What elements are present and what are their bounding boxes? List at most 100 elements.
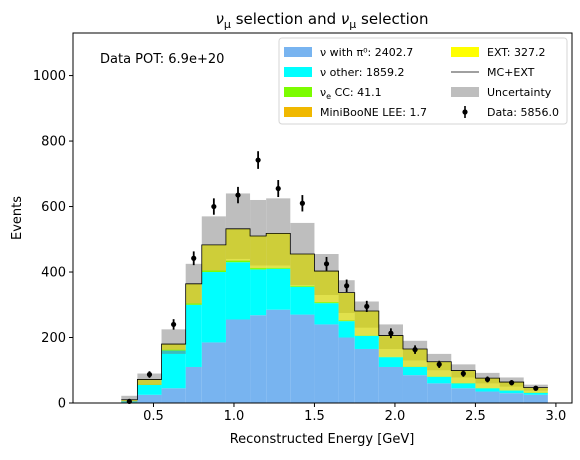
bar-nu_pi0-15 <box>451 388 475 403</box>
bar-nu_pi0-9 <box>314 324 338 403</box>
y-tick-label-4: 800 <box>41 135 66 150</box>
x-axis-label: Reconstructed Energy [GeV] <box>230 432 415 447</box>
bar-ext-11 <box>355 311 379 336</box>
bar-nue_cc-10 <box>339 320 355 321</box>
bar-nu_other-7 <box>266 269 290 310</box>
x-tick-label-1: 1.0 <box>224 409 245 424</box>
bar-nue_cc-3 <box>186 303 202 304</box>
bar-nue_cc-8 <box>290 286 314 287</box>
x-tick-label-4: 2.5 <box>465 409 486 424</box>
bar-nue_cc-6 <box>250 268 266 269</box>
data-point-5 <box>235 192 240 197</box>
bar-nu_pi0-11 <box>355 349 379 403</box>
overlap-2 <box>162 351 186 354</box>
legend-swatch-nu_other <box>284 67 312 77</box>
bar-nu_other-8 <box>290 287 314 315</box>
bar-nu_pi0-1 <box>137 395 161 403</box>
data-point-8 <box>300 201 305 206</box>
bar-ext-1 <box>137 379 161 384</box>
x-tick-label-2: 1.5 <box>304 409 325 424</box>
bar-nu_pi0-4 <box>202 342 226 403</box>
bar-nu_other-13 <box>403 367 427 375</box>
legend-swatch-nue_cc <box>284 87 312 97</box>
legend-label-data: Data: 5856.0 <box>487 106 559 119</box>
bar-nu_pi0-6 <box>250 315 266 403</box>
bar-ext-3 <box>186 284 202 304</box>
y-axis-label: Events <box>10 196 25 240</box>
bar-nu_pi0-7 <box>266 310 290 403</box>
legend-swatch-lee <box>284 107 312 117</box>
legend-label-ext: EXT: 327.2 <box>487 46 546 59</box>
bar-nu_other-15 <box>451 383 475 388</box>
bar-ext-5 <box>226 229 250 261</box>
bar-nu_other-18 <box>524 393 548 395</box>
bar-nu_other-5 <box>226 262 250 319</box>
y-tick-label-2: 400 <box>41 266 66 281</box>
bar-nu_pi0-16 <box>475 392 499 403</box>
data-point-15 <box>461 371 466 376</box>
bar-nu_pi0-5 <box>226 320 250 403</box>
bar-nue_cc-9 <box>314 302 338 303</box>
bar-nu_pi0-8 <box>290 315 314 403</box>
chart-title: νμ selection and νμ selection <box>216 10 429 31</box>
x-axis-ticks: 0.5 1.0 1.5 2.0 2.5 3.0 <box>143 403 566 424</box>
bar-nu_other-12 <box>379 357 403 367</box>
bar-nue_cc-4 <box>202 270 226 272</box>
bar-ext-10 <box>339 293 355 321</box>
bar-nu_other-3 <box>186 305 202 367</box>
bar-nu_other-2 <box>162 351 186 389</box>
data-point-14 <box>437 362 442 367</box>
bar-nu_other-4 <box>202 272 226 342</box>
bar-nu_other-9 <box>314 303 338 324</box>
bar-nu_other-10 <box>339 321 355 337</box>
bar-ext-12 <box>379 336 403 357</box>
bar-nu_pi0-2 <box>162 388 186 403</box>
data-point-18 <box>533 386 538 391</box>
legend-label-lee: MiniBooNE LEE: 1.7 <box>320 106 427 119</box>
data-point-2 <box>171 322 176 327</box>
bar-nu_other-14 <box>427 377 451 384</box>
legend-swatch-uncertainty <box>451 87 479 97</box>
bar-ext-2 <box>162 344 186 350</box>
x-tick-label-5: 3.0 <box>546 409 567 424</box>
bar-nu_pi0-12 <box>379 367 403 403</box>
bar-nu_pi0-17 <box>500 393 524 403</box>
data-point-17 <box>509 380 514 385</box>
data-point-10 <box>344 283 349 288</box>
data-point-13 <box>412 347 417 352</box>
data-point-9 <box>324 261 329 266</box>
bar-nu_pi0-14 <box>427 383 451 403</box>
data-point-11 <box>364 304 369 309</box>
bar-nue_cc-5 <box>226 261 250 263</box>
data-point-1 <box>147 372 152 377</box>
data-point-12 <box>388 331 393 336</box>
bar-nu_pi0-3 <box>186 367 202 403</box>
x-tick-label-0: 0.5 <box>143 409 164 424</box>
legend-label-mc_ext: MC+EXT <box>487 66 535 79</box>
bar-nue_cc-2 <box>162 350 186 351</box>
bar-ext-8 <box>290 254 314 286</box>
data-point-3 <box>191 256 196 261</box>
data-point-4 <box>211 204 216 209</box>
y-tick-label-1: 200 <box>41 331 66 346</box>
data-point-16 <box>485 377 490 382</box>
bar-nue_cc-7 <box>266 268 290 269</box>
y-tick-label-3: 600 <box>41 200 66 215</box>
y-tick-label-5: 1000 <box>33 69 66 84</box>
x-tick-label-3: 2.0 <box>385 409 406 424</box>
bar-nu_other-6 <box>250 269 266 315</box>
pot-annotation: Data POT: 6.9e+20 <box>100 52 224 67</box>
legend-swatch-point <box>462 109 467 114</box>
bar-ext-9 <box>314 271 338 302</box>
bar-nu_pi0-10 <box>339 338 355 403</box>
bar-nu_pi0-13 <box>403 375 427 403</box>
bar-nu_other-11 <box>355 336 379 349</box>
legend-label-nu_pi0: ν with π⁰: 2402.7 <box>320 46 413 59</box>
bar-nu_other-16 <box>475 388 499 391</box>
legend-label-uncertainty: Uncertainty <box>487 86 552 99</box>
bar-ext-7 <box>266 233 290 267</box>
bar-nu_pi0-18 <box>524 395 548 403</box>
